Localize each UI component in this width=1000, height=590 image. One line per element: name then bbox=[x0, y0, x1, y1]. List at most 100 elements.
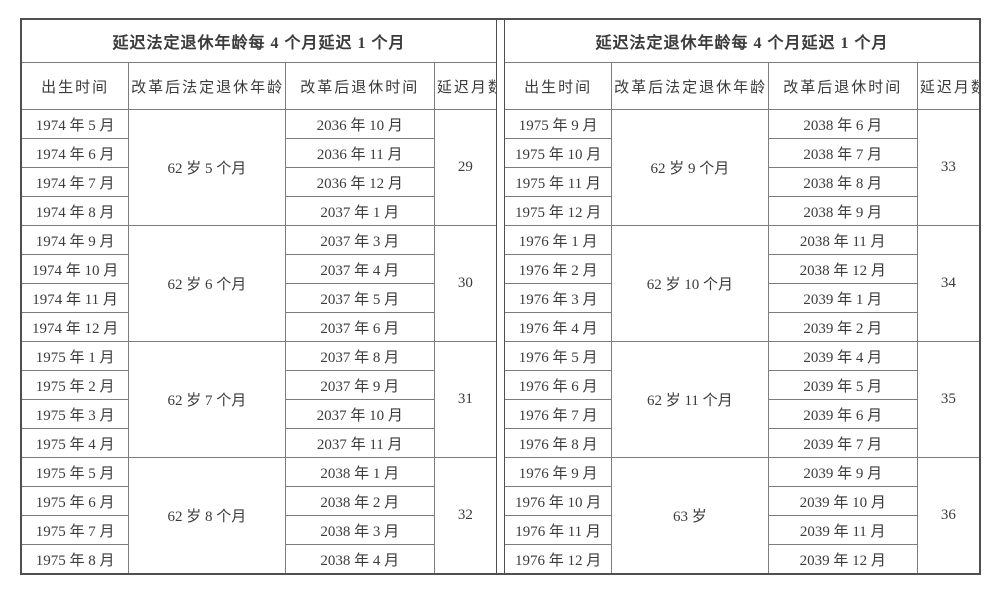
birth-month-cell: 1975 年 6 月 bbox=[22, 486, 130, 516]
delay-months-cell: 36 bbox=[916, 457, 979, 573]
retirement-month-cell: 2039 年 10 月 bbox=[767, 486, 918, 516]
table-row: 1976 年 1 月 62 岁 10 个月 2038 年 11 月 34 bbox=[505, 225, 979, 342]
retirement-month-cell: 2039 年 4 月 bbox=[767, 341, 918, 371]
table-row: 1974 年 10 月 2037 年 4 月 bbox=[22, 254, 496, 284]
birth-month-cell: 1974 年 5 月 bbox=[22, 109, 130, 139]
retirement-month-cell: 2038 年 3 月 bbox=[284, 515, 435, 545]
birth-month-cell: 1975 年 5 月 bbox=[22, 457, 130, 487]
retirement-month-cell: 2038 年 7 月 bbox=[767, 138, 918, 168]
table-row: 1976 年 7 月 2039 年 6 月 bbox=[505, 399, 979, 429]
table-row: 1975 年 5 月 62 岁 8 个月 2038 年 1 月 32 bbox=[22, 457, 496, 573]
retirement-month-cell: 2039 年 1 月 bbox=[767, 283, 918, 313]
birth-month-cell: 1975 年 7 月 bbox=[22, 515, 130, 545]
retirement-table-left: 延迟法定退休年龄每 4 个月延迟 1 个月 出生时间 改革后法定退休年龄 改革后退休时… bbox=[22, 20, 496, 573]
birth-month-cell: 1975 年 12 月 bbox=[505, 196, 613, 226]
retirement-age-cell: 62 岁 9 个月 bbox=[611, 109, 769, 226]
table-row: 1976 年 6 月 2039 年 5 月 bbox=[505, 370, 979, 400]
retirement-month-cell: 2037 年 8 月 bbox=[284, 341, 435, 371]
column-header: 改革后退休时间 bbox=[767, 62, 918, 110]
retirement-table-left-panel: 延迟法定退休年龄每 4 个月延迟 1 个月 出生时间 改革后法定退休年龄 改革后退休时… bbox=[22, 20, 496, 573]
retirement-table-right: 延迟法定退休年龄每 4 个月延迟 1 个月 出生时间 改革后法定退休年龄 改革后退休时… bbox=[505, 20, 979, 573]
retirement-month-cell: 2039 年 9 月 bbox=[767, 457, 918, 487]
retirement-month-cell: 2038 年 8 月 bbox=[767, 167, 918, 197]
retirement-month-cell: 2038 年 11 月 bbox=[767, 225, 918, 255]
column-header: 延迟月数 bbox=[433, 62, 496, 110]
table-row: 1975 年 1 月 62 岁 7 个月 2037 年 8 月 31 bbox=[22, 341, 496, 458]
table-row: 1975 年 7 月 2038 年 3 月 bbox=[22, 515, 496, 545]
retirement-month-cell: 2037 年 11 月 bbox=[284, 428, 435, 458]
retirement-month-cell: 2039 年 11 月 bbox=[767, 515, 918, 545]
birth-month-cell: 1976 年 9 月 bbox=[505, 457, 613, 487]
table-row: 1975 年 11 月 2038 年 8 月 bbox=[505, 167, 979, 197]
retirement-age-cell: 62 岁 6 个月 bbox=[128, 225, 286, 342]
delay-months-cell: 33 bbox=[916, 109, 979, 226]
table-row: 1976 年 9 月 63 岁 2039 年 9 月 36 bbox=[505, 457, 979, 573]
birth-month-cell: 1976 年 12 月 bbox=[505, 544, 613, 573]
birth-month-cell: 1975 年 3 月 bbox=[22, 399, 130, 429]
birth-month-cell: 1976 年 8 月 bbox=[505, 428, 613, 458]
birth-month-cell: 1974 年 10 月 bbox=[22, 254, 130, 284]
birth-month-cell: 1975 年 11 月 bbox=[505, 167, 613, 197]
retirement-month-cell: 2037 年 9 月 bbox=[284, 370, 435, 400]
retirement-month-cell: 2037 年 10 月 bbox=[284, 399, 435, 429]
retirement-month-cell: 2039 年 12 月 bbox=[767, 544, 918, 573]
retirement-month-cell: 2038 年 9 月 bbox=[767, 196, 918, 226]
birth-month-cell: 1976 年 6 月 bbox=[505, 370, 613, 400]
table-row: 1976 年 12 月 2039 年 12 月 bbox=[505, 544, 979, 573]
retirement-tables-frame: 延迟法定退休年龄每 4 个月延迟 1 个月 出生时间 改革后法定退休年龄 改革后退休时… bbox=[20, 18, 981, 575]
table-row: 1974 年 5 月 62 岁 5 个月 2036 年 10 月 29 bbox=[22, 109, 496, 226]
retirement-age-cell: 62 岁 8 个月 bbox=[128, 457, 286, 573]
table-divider bbox=[496, 20, 505, 573]
retirement-month-cell: 2036 年 12 月 bbox=[284, 167, 435, 197]
birth-month-cell: 1975 年 2 月 bbox=[22, 370, 130, 400]
retirement-month-cell: 2039 年 6 月 bbox=[767, 399, 918, 429]
birth-month-cell: 1975 年 1 月 bbox=[22, 341, 130, 371]
retirement-age-cell: 62 岁 7 个月 bbox=[128, 341, 286, 458]
retirement-age-cell: 62 岁 5 个月 bbox=[128, 109, 286, 226]
retirement-month-cell: 2038 年 1 月 bbox=[284, 457, 435, 487]
birth-month-cell: 1976 年 1 月 bbox=[505, 225, 613, 255]
birth-month-cell: 1975 年 4 月 bbox=[22, 428, 130, 458]
table-row: 1976 年 5 月 62 岁 11 个月 2039 年 4 月 35 bbox=[505, 341, 979, 458]
retirement-month-cell: 2036 年 10 月 bbox=[284, 109, 435, 139]
retirement-month-cell: 2038 年 6 月 bbox=[767, 109, 918, 139]
table-row: 1974 年 9 月 62 岁 6 个月 2037 年 3 月 30 bbox=[22, 225, 496, 342]
birth-month-cell: 1976 年 5 月 bbox=[505, 341, 613, 371]
column-header: 出生时间 bbox=[22, 62, 130, 110]
birth-month-cell: 1974 年 8 月 bbox=[22, 196, 130, 226]
delay-months-cell: 31 bbox=[433, 341, 496, 458]
table-row: 1974 年 12 月 2037 年 6 月 bbox=[22, 312, 496, 342]
birth-month-cell: 1976 年 7 月 bbox=[505, 399, 613, 429]
column-header: 出生时间 bbox=[505, 62, 613, 110]
birth-month-cell: 1976 年 2 月 bbox=[505, 254, 613, 284]
table-row: 1975 年 9 月 62 岁 9 个月 2038 年 6 月 33 bbox=[505, 109, 979, 226]
delay-months-cell: 32 bbox=[433, 457, 496, 573]
column-header: 改革后法定退休年龄 bbox=[611, 62, 769, 110]
retirement-month-cell: 2038 年 12 月 bbox=[767, 254, 918, 284]
column-header: 延迟月数 bbox=[916, 62, 979, 110]
retirement-month-cell: 2039 年 2 月 bbox=[767, 312, 918, 342]
birth-month-cell: 1974 年 7 月 bbox=[22, 167, 130, 197]
table-row: 1976 年 11 月 2039 年 11 月 bbox=[505, 515, 979, 545]
birth-month-cell: 1975 年 9 月 bbox=[505, 109, 613, 139]
table-row: 1975 年 3 月 2037 年 10 月 bbox=[22, 399, 496, 429]
table-row: 1976 年 8 月 2039 年 7 月 bbox=[505, 428, 979, 458]
table-row: 1975 年 6 月 2038 年 2 月 bbox=[22, 486, 496, 516]
table-title: 延迟法定退休年龄每 4 个月延迟 1 个月 bbox=[22, 20, 496, 63]
table-row: 1974 年 11 月 2037 年 5 月 bbox=[22, 283, 496, 313]
table-row: 1975 年 2 月 2037 年 9 月 bbox=[22, 370, 496, 400]
column-header: 改革后退休时间 bbox=[284, 62, 435, 110]
retirement-month-cell: 2037 年 3 月 bbox=[284, 225, 435, 255]
delay-months-cell: 29 bbox=[433, 109, 496, 226]
retirement-age-cell: 63 岁 bbox=[611, 457, 769, 573]
retirement-month-cell: 2039 年 7 月 bbox=[767, 428, 918, 458]
table-row: 1976 年 4 月 2039 年 2 月 bbox=[505, 312, 979, 342]
table-row: 1976 年 2 月 2038 年 12 月 bbox=[505, 254, 979, 284]
table-row: 1976 年 10 月 2039 年 10 月 bbox=[505, 486, 979, 516]
retirement-month-cell: 2038 年 4 月 bbox=[284, 544, 435, 573]
table-row: 1974 年 8 月 2037 年 1 月 bbox=[22, 196, 496, 226]
column-header: 改革后法定退休年龄 bbox=[128, 62, 286, 110]
retirement-age-cell: 62 岁 11 个月 bbox=[611, 341, 769, 458]
delay-months-cell: 34 bbox=[916, 225, 979, 342]
retirement-age-cell: 62 岁 10 个月 bbox=[611, 225, 769, 342]
